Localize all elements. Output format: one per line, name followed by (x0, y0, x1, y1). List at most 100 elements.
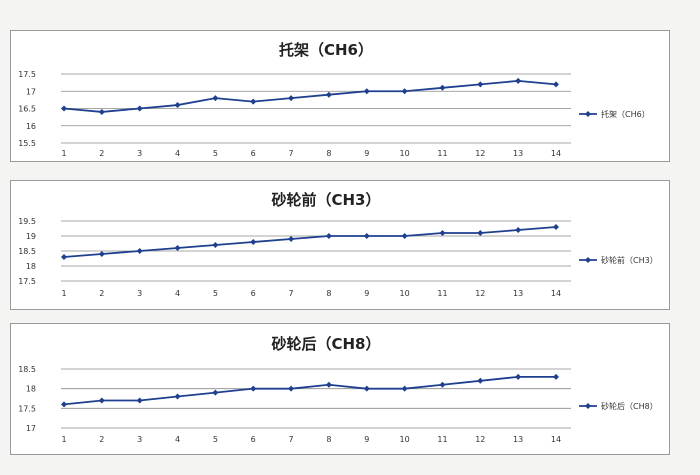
x-tick-label: 2 (99, 289, 104, 298)
data-point (401, 233, 408, 239)
x-tick-label: 7 (289, 149, 294, 158)
y-tick-label: 15.5 (18, 139, 36, 148)
x-tick-label: 6 (251, 289, 256, 298)
x-tick-label: 13 (513, 149, 523, 158)
data-point (477, 81, 484, 88)
series-line (63, 79, 557, 113)
data-point (136, 397, 143, 404)
data-point (477, 230, 484, 236)
chart-panel-ch6: 托架（CH6） 15.5 16 16.5 17 17.5 1 2 3 4 5 6 7 8 9 10 11 12 13… (10, 30, 670, 162)
series-line (63, 375, 556, 406)
data-point (515, 373, 522, 380)
y-tick-label: 17.5 (18, 70, 36, 79)
x-tick-label: 5 (213, 289, 218, 298)
data-point (439, 381, 446, 388)
data-point (250, 98, 257, 105)
y-tick-label: 17 (26, 87, 36, 96)
x-tick-label: 8 (326, 149, 331, 158)
data-point (325, 381, 332, 388)
x-tick-label: 9 (364, 435, 369, 444)
x-tick-label: 14 (551, 435, 561, 444)
data-point (363, 233, 370, 239)
x-tick-label: 8 (326, 289, 331, 298)
y-tick-label: 18.5 (18, 247, 36, 256)
data-point (363, 88, 370, 95)
x-tick-label: 11 (437, 435, 447, 444)
legend-marker (585, 403, 591, 409)
data-point (515, 77, 522, 84)
x-tick-label: 7 (289, 435, 294, 444)
x-tick-label: 6 (251, 435, 256, 444)
data-point (553, 81, 559, 88)
chart-panel-ch8: 砂轮后（CH8） 17 17.5 18 18.5 1 2 3 4 5 6 7 8 9 10 11 12 13 14 砂… (10, 323, 670, 455)
x-tick-label: 1 (61, 435, 66, 444)
x-tick-label: 4 (175, 149, 180, 158)
data-point (174, 245, 181, 251)
data-point (401, 88, 408, 95)
chart-title: 砂轮前（CH3） (272, 191, 381, 209)
y-tick-label: 18 (26, 262, 36, 271)
x-tick-label: 10 (400, 149, 410, 158)
legend-marker (585, 257, 591, 263)
x-tick-label: 4 (175, 289, 180, 298)
x-tick-label: 4 (175, 435, 180, 444)
x-tick-label: 3 (137, 149, 142, 158)
y-tick-label: 17.5 (18, 404, 36, 413)
y-tick-label: 16.5 (18, 105, 36, 114)
y-tick-label: 17 (26, 424, 36, 433)
data-point (98, 108, 105, 115)
x-tick-label: 14 (551, 149, 561, 158)
chart-title: 砂轮后（CH8） (272, 335, 381, 353)
x-tick-label: 1 (61, 149, 66, 158)
data-point (553, 224, 559, 230)
data-point (174, 393, 181, 400)
data-point (212, 389, 219, 396)
x-tick-label: 9 (364, 289, 369, 298)
data-point (288, 236, 295, 242)
x-tick-label: 7 (289, 289, 294, 298)
data-point (439, 230, 446, 236)
data-point (98, 397, 105, 404)
data-point (250, 385, 257, 392)
y-tick-label: 18 (26, 385, 36, 394)
data-point (61, 105, 67, 112)
chart-panel-ch3: 砂轮前（CH3） 17.5 18 18.5 19 19.5 1 2 3 4 5 6 7 8 9 10 11 12 1… (10, 180, 670, 310)
x-tick-label: 12 (475, 435, 485, 444)
x-tick-label: 5 (213, 149, 218, 158)
data-point (439, 84, 446, 91)
data-point (477, 377, 484, 384)
data-point (325, 233, 332, 239)
x-tick-label: 1 (61, 289, 66, 298)
x-tick-label: 10 (400, 435, 410, 444)
legend-label: 砂轮后（CH8） (601, 401, 658, 411)
data-point (98, 251, 105, 257)
data-point (212, 95, 219, 102)
data-point (61, 254, 67, 260)
x-tick-label: 2 (99, 435, 104, 444)
x-tick-label: 13 (513, 289, 523, 298)
data-point (363, 385, 370, 392)
y-tick-label: 17.5 (18, 277, 36, 286)
data-point (61, 401, 67, 408)
x-tick-label: 3 (137, 435, 142, 444)
data-point (401, 385, 408, 392)
y-tick-label: 18.5 (18, 365, 36, 374)
x-tick-label: 13 (513, 435, 523, 444)
data-point (136, 105, 143, 112)
x-tick-label: 9 (364, 149, 369, 158)
data-point (288, 95, 295, 102)
data-point (250, 239, 257, 245)
data-point (515, 227, 522, 233)
y-tick-label: 16 (26, 122, 36, 131)
data-point (325, 91, 332, 98)
x-tick-label: 11 (437, 149, 447, 158)
series-line (63, 226, 557, 258)
data-point (288, 385, 295, 392)
x-tick-label: 3 (137, 289, 142, 298)
data-point (174, 102, 181, 109)
y-tick-label: 19.5 (18, 217, 36, 226)
x-tick-label: 8 (326, 435, 331, 444)
